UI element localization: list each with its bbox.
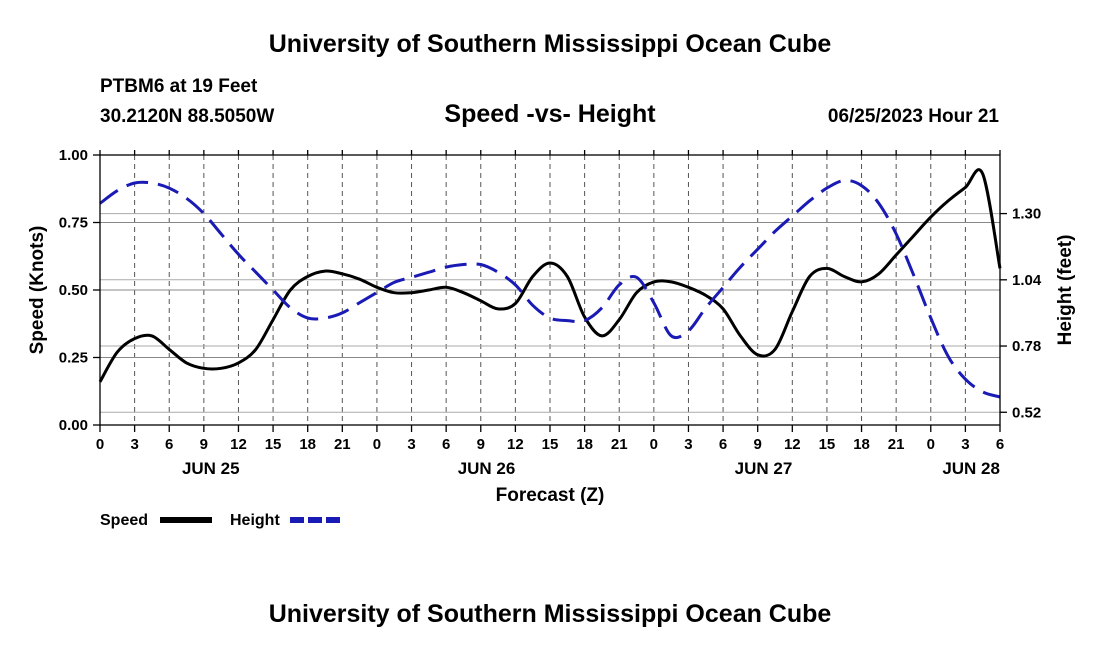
x-tick-label: 9	[477, 436, 485, 453]
x-tick-label: 3	[407, 436, 415, 453]
legend: Speed Height	[100, 512, 342, 529]
y2-tick-label: 0.78	[1012, 338, 1041, 355]
grid-lines	[100, 155, 1000, 425]
y2-tick-label: 1.04	[1012, 272, 1042, 289]
x-date-label: JUN 25	[182, 459, 240, 478]
x-tick-label: 18	[576, 436, 593, 453]
x-tick-label: 6	[442, 436, 450, 453]
x-tick-label: 21	[611, 436, 628, 453]
chart-title: Speed -vs- Height	[444, 100, 656, 128]
plot-frame	[99, 154, 1001, 426]
x-tick-label: 0	[650, 436, 658, 453]
x-tick-label: 9	[754, 436, 762, 453]
axis-ticks	[93, 150, 1007, 432]
x-tick-label: 12	[507, 436, 524, 453]
x-date-label: JUN 28	[942, 459, 1000, 478]
x-tick-label: 21	[334, 436, 351, 453]
legend-height-label: Height	[230, 512, 280, 529]
x-tick-label: 6	[165, 436, 173, 453]
page-title: University of Southern Mississippi Ocean…	[268, 30, 832, 58]
x-tick-label: 15	[542, 436, 559, 453]
y-tick-label: 0.75	[59, 215, 88, 232]
x-tick-label: 6	[996, 436, 1004, 453]
x-date-label: JUN 26	[458, 459, 516, 478]
station-name: PTBM6 at 19 Feet	[100, 76, 258, 97]
x-tick-label: 12	[784, 436, 801, 453]
y2-tick-label: 1.30	[1012, 206, 1041, 223]
y2-axis-label: Height (feet)	[1055, 235, 1076, 346]
y-tick-label: 1.00	[59, 147, 88, 164]
legend-speed-label: Speed	[100, 512, 148, 529]
series-lines	[98, 168, 1002, 399]
tick-labels: 0 3 6 9 12 15 18 21 0 3 6 9 12 15 18 21 0 3 6 9 12 15 18 21 0 3 6J…	[59, 147, 1042, 478]
x-axis-label: Forecast (Z)	[496, 485, 605, 506]
forecast-date: 06/25/2023 Hour 21	[827, 106, 999, 127]
x-date-label: JUN 27	[735, 459, 793, 478]
x-tick-label: 3	[961, 436, 969, 453]
x-tick-label: 0	[96, 436, 104, 453]
x-tick-label: 18	[853, 436, 870, 453]
footer-title: University of Southern Mississippi Ocean…	[268, 600, 832, 628]
x-tick-label: 3	[684, 436, 692, 453]
y-tick-label: 0.50	[59, 282, 88, 299]
x-tick-label: 6	[719, 436, 727, 453]
series-line-speed	[98, 168, 1002, 383]
x-tick-label: 9	[200, 436, 208, 453]
x-tick-label: 12	[230, 436, 247, 453]
x-tick-label: 15	[819, 436, 836, 453]
x-tick-label: 21	[888, 436, 905, 453]
y-tick-label: 0.00	[59, 417, 88, 434]
station-coordinates: 30.2120N 88.5050W	[100, 106, 275, 127]
x-tick-label: 0	[927, 436, 935, 453]
x-tick-label: 18	[299, 436, 316, 453]
y-axis-label: Speed (Knots)	[27, 226, 48, 355]
x-tick-label: 3	[130, 436, 138, 453]
x-tick-label: 0	[373, 436, 381, 453]
y2-tick-label: 0.52	[1012, 404, 1041, 421]
y-tick-label: 0.25	[59, 350, 88, 367]
x-tick-label: 15	[265, 436, 282, 453]
